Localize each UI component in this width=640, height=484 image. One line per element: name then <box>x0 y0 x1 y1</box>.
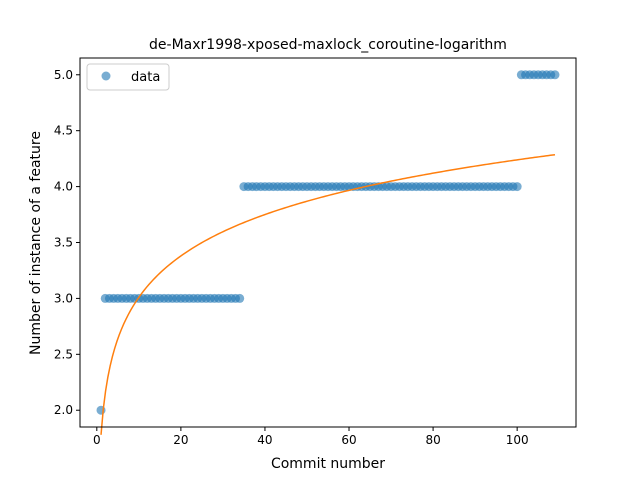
axes-layer: 0 20 40 60 80 100 2.0 2.5 3.0 3.5 4.0 4.5 5.0 <box>54 57 577 447</box>
y-tick-label: 2.5 <box>54 347 73 361</box>
y-axis-label: Number of instance of a feature <box>28 131 44 355</box>
legend: data <box>86 63 170 91</box>
x-tick-label: 60 <box>341 433 356 447</box>
x-tick-label: 40 <box>257 433 272 447</box>
plot-layer <box>96 70 560 435</box>
chart-title: de-Maxr1998-xposed-maxlock_coroutine-log… <box>149 37 507 53</box>
data-point <box>550 70 560 80</box>
x-tick-label: 20 <box>173 433 188 447</box>
data-point <box>512 182 522 192</box>
x-tick-label: 100 <box>506 433 529 447</box>
legend-marker-data <box>101 71 111 81</box>
y-tick-label: 2.0 <box>54 403 73 417</box>
y-tick-label: 3.5 <box>54 236 73 250</box>
legend-label-data: data <box>131 70 160 85</box>
x-tick-label: 0 <box>93 433 101 447</box>
fit-line <box>100 153 556 435</box>
x-axis-label: Commit number <box>271 456 385 472</box>
y-tick-label: 4.5 <box>54 124 73 138</box>
y-tick-label: 5.0 <box>54 68 73 82</box>
legend-box <box>86 63 170 91</box>
y-tick-label: 3.0 <box>54 291 73 305</box>
data-point <box>235 293 245 303</box>
x-tick-label: 80 <box>425 433 440 447</box>
y-tick-label: 4.0 <box>54 180 73 194</box>
